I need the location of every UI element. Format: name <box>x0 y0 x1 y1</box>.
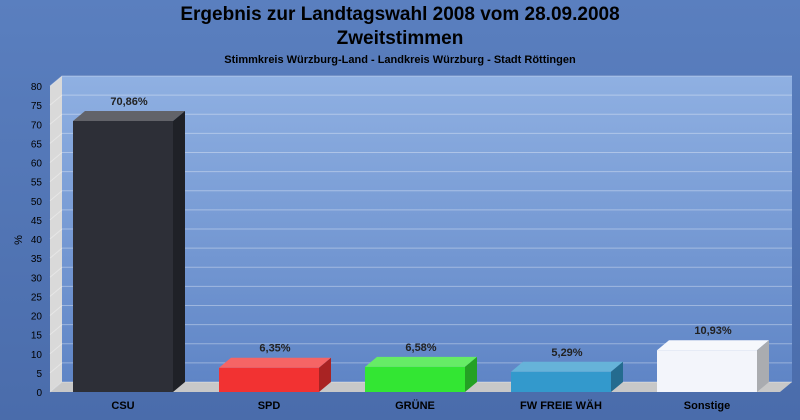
plot-side-wall <box>50 76 62 392</box>
bar-value-label: 10,93% <box>694 325 732 337</box>
x-tick-label: GRÜNE <box>395 399 435 412</box>
gridline <box>49 324 792 336</box>
y-tick-label: 75 <box>31 101 43 112</box>
y-tick-label: 15 <box>31 331 43 342</box>
bar-side <box>465 356 477 392</box>
chart-subtitle: Zweitstimmen <box>336 28 464 49</box>
gridline <box>49 247 792 259</box>
bar-top <box>511 361 623 372</box>
x-tick-label: SPD <box>258 400 281 412</box>
bar-side <box>757 340 769 392</box>
x-tick-label: FW FREIE WÄH <box>520 399 602 412</box>
bar-top <box>73 110 185 121</box>
y-tick-label: 30 <box>31 273 43 284</box>
gridline <box>49 171 792 183</box>
bar <box>73 120 173 392</box>
y-tick-label: 40 <box>31 235 43 246</box>
gridline <box>49 209 792 221</box>
y-tick-label: 5 <box>36 369 42 380</box>
bar-side <box>319 357 331 392</box>
chart-title: Ergebnis zur Landtagswahl 2008 vom 28.09… <box>180 4 620 25</box>
y-tick-label: 50 <box>31 197 43 208</box>
bar-top <box>657 340 769 351</box>
y-tick-label: 10 <box>31 350 43 361</box>
y-axis-label: % <box>13 235 25 245</box>
y-tick-label: 20 <box>31 312 43 323</box>
y-tick-label: 45 <box>31 216 43 227</box>
bar-value-label: 70,86% <box>110 96 148 108</box>
x-tick-label: CSU <box>111 400 134 412</box>
bar-side <box>173 110 185 392</box>
bar <box>365 366 465 392</box>
y-tick-label: 35 <box>31 254 43 265</box>
chart-region-caption: Stimmkreis Würzburg-Land - Landkreis Wür… <box>224 54 576 66</box>
bar <box>511 371 611 392</box>
bar-value-label: 5,29% <box>551 347 582 359</box>
y-tick-label: 70 <box>31 120 43 131</box>
bar-top <box>219 357 331 368</box>
gridline <box>49 305 792 316</box>
gridline <box>49 113 792 125</box>
bar-value-label: 6,35% <box>259 343 290 355</box>
bar <box>219 367 319 392</box>
gridline <box>49 343 792 355</box>
y-tick-label: 25 <box>31 292 43 303</box>
gridline <box>49 132 792 144</box>
gridline <box>49 152 792 163</box>
y-tick-label: 55 <box>31 178 43 189</box>
bar-value-label: 6,58% <box>405 342 436 354</box>
y-tick-label: 65 <box>31 139 43 150</box>
y-tick-label: 80 <box>31 82 43 93</box>
x-tick-label: Sonstige <box>684 400 730 412</box>
y-tick-label: 0 <box>36 388 42 399</box>
gridline <box>49 228 792 240</box>
bar-top <box>365 356 477 367</box>
bar-side <box>611 361 623 392</box>
y-tick-label: 60 <box>31 159 43 170</box>
gridline <box>49 190 792 202</box>
gridline <box>49 266 792 278</box>
gridline <box>49 94 792 106</box>
gridline <box>49 75 792 87</box>
gridline <box>49 285 792 297</box>
bar <box>657 350 757 392</box>
